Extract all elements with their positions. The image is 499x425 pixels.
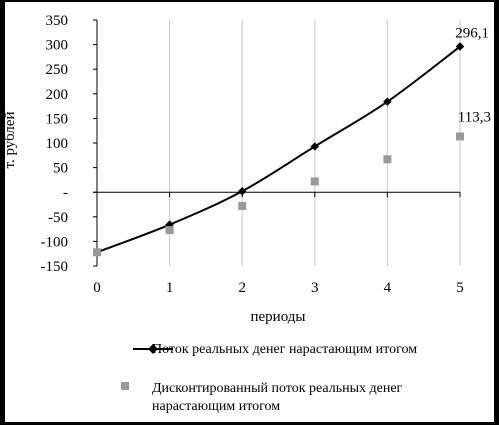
y-tick-label: 200 bbox=[46, 87, 69, 103]
x-tick-label: 0 bbox=[93, 280, 101, 296]
y-tick-label: 150 bbox=[46, 111, 69, 127]
x-tick-label: 3 bbox=[311, 280, 319, 296]
chart-axes bbox=[93, 19, 461, 267]
legend-item-2: Дисконтированный поток реальных денег на… bbox=[152, 380, 402, 416]
series-2-point bbox=[238, 201, 247, 210]
x-tick-label: 2 bbox=[238, 280, 246, 296]
legend-swatch-2 bbox=[121, 382, 129, 390]
y-tick-label: 350 bbox=[46, 13, 69, 29]
legend-swatch-1 bbox=[133, 344, 173, 354]
series-1-line bbox=[96, 45, 461, 254]
series-2-point bbox=[456, 132, 464, 141]
legend-item-1: Поток реальных денег нарастающим итогом bbox=[152, 341, 417, 359]
x-tick-label: 5 bbox=[456, 280, 464, 296]
y-tick-label: - bbox=[63, 185, 68, 201]
y-tick-label: 50 bbox=[53, 161, 68, 177]
series-points bbox=[92, 42, 465, 257]
x-tick-label: 1 bbox=[166, 280, 174, 296]
legend-label-2-line1: Дисконтированный поток реальных денег bbox=[152, 381, 403, 396]
series-2-end-label: 113,3 bbox=[458, 109, 491, 125]
series-1-point bbox=[455, 42, 465, 51]
y-tick-labels: 350 300 250 200 150 100 50 - -50 -100 -150 bbox=[41, 13, 69, 275]
y-tick-label: -50 bbox=[48, 210, 68, 226]
series-2-point bbox=[93, 248, 101, 257]
series-2-point bbox=[310, 177, 319, 186]
series-2-point bbox=[383, 155, 392, 164]
series-2-point bbox=[165, 226, 174, 235]
x-axis-title: периоды bbox=[251, 309, 306, 325]
series-1-point bbox=[310, 142, 320, 151]
y-tick-label: 250 bbox=[46, 62, 69, 78]
series-lines bbox=[96, 45, 461, 254]
y-tick-label: 300 bbox=[46, 38, 69, 54]
series-1-end-label: 296,1 bbox=[455, 26, 489, 42]
y-tick-label: 100 bbox=[46, 136, 69, 152]
y-tick-label: -100 bbox=[41, 234, 69, 250]
y-axis-title: т. рублей bbox=[2, 112, 18, 169]
x-tick-labels: 0 1 2 3 4 5 bbox=[93, 280, 464, 296]
legend-label-1: Поток реальных денег нарастающим итогом bbox=[152, 342, 418, 357]
series-1-point bbox=[383, 97, 392, 106]
legend-label-2-line2: нарастающим итогом bbox=[152, 399, 281, 414]
y-tick-label: -150 bbox=[41, 259, 69, 275]
series-1-point bbox=[237, 186, 247, 196]
x-tick-label: 4 bbox=[384, 280, 392, 296]
end-labels: 296,1 113,3 bbox=[455, 26, 491, 126]
